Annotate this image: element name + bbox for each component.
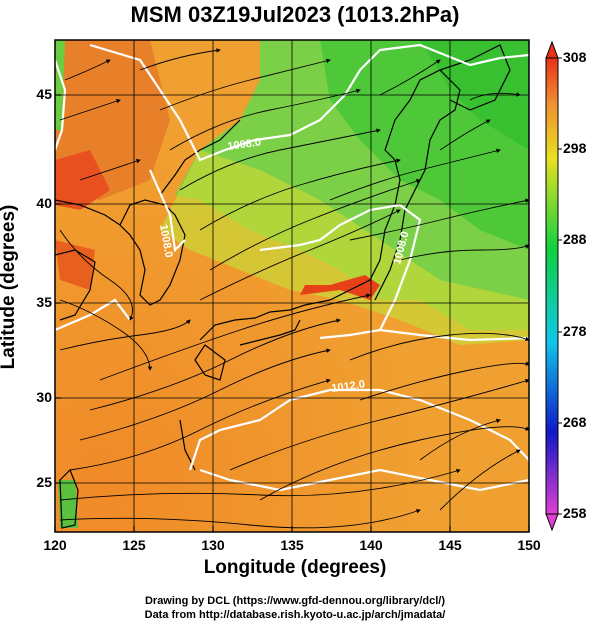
colorbar-tick-label: 288 (563, 231, 587, 247)
x-tick-label: 145 (438, 537, 462, 553)
coastlines (55, 44, 511, 529)
credit-drawing: Drawing by DCL (https://www.gfd-dennou.o… (144, 595, 446, 607)
colorbar-max-arrow (545, 40, 559, 59)
x-tick-label: 140 (359, 537, 383, 553)
colorbar (545, 40, 562, 532)
credit-data: Data from http://database.rish.kyoto-u.a… (144, 609, 446, 621)
colorbar-tick-label: 258 (563, 505, 587, 521)
colorbar-tick-label: 268 (563, 414, 587, 430)
y-tick-label: 45 (36, 86, 52, 102)
y-tick-label: 40 (36, 195, 52, 211)
colorbar-min-arrow (545, 513, 559, 532)
y-axis-label: Latitude (degrees) (0, 204, 19, 370)
isobar-label: 1012.0 (331, 378, 366, 395)
plot-area: 1008.0 1008.0 1008.0 1012.0 (55, 40, 529, 532)
graticule (55, 40, 529, 532)
x-tick-label: 135 (280, 537, 304, 553)
colorbar-tick-label: 298 (563, 140, 587, 156)
y-tick-label: 25 (36, 474, 52, 490)
x-axis-label: Longitude (degrees) (203, 557, 387, 578)
colorbar-tick-label: 278 (563, 323, 587, 339)
isobar-label: 1008.0 (227, 136, 262, 153)
y-tick-label: 35 (36, 294, 52, 310)
x-tick-label: 125 (122, 537, 146, 553)
x-tick-label: 130 (201, 537, 225, 553)
x-tick-label: 120 (43, 537, 67, 553)
colorbar-tick-label: 308 (563, 49, 587, 65)
map-title: MSM 03Z19Jul2023 (1013.2hPa) (130, 2, 460, 27)
axis-ticks (54, 94, 530, 532)
y-tick-label: 30 (36, 389, 52, 405)
isobar-label: 1008.0 (157, 223, 175, 258)
x-tick-label: 150 (517, 537, 541, 553)
streamlines (59, 48, 529, 529)
